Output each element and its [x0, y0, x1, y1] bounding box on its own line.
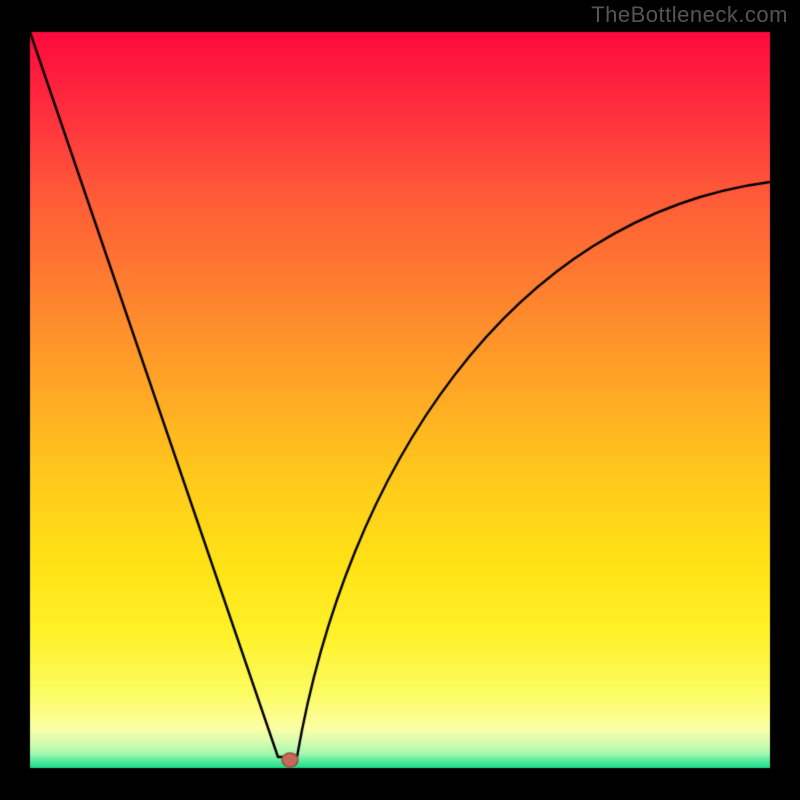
watermark-label: TheBottleneck.com: [591, 2, 788, 28]
bottleneck-curve: [0, 0, 800, 800]
chart-container: TheBottleneck.com: [0, 0, 800, 800]
